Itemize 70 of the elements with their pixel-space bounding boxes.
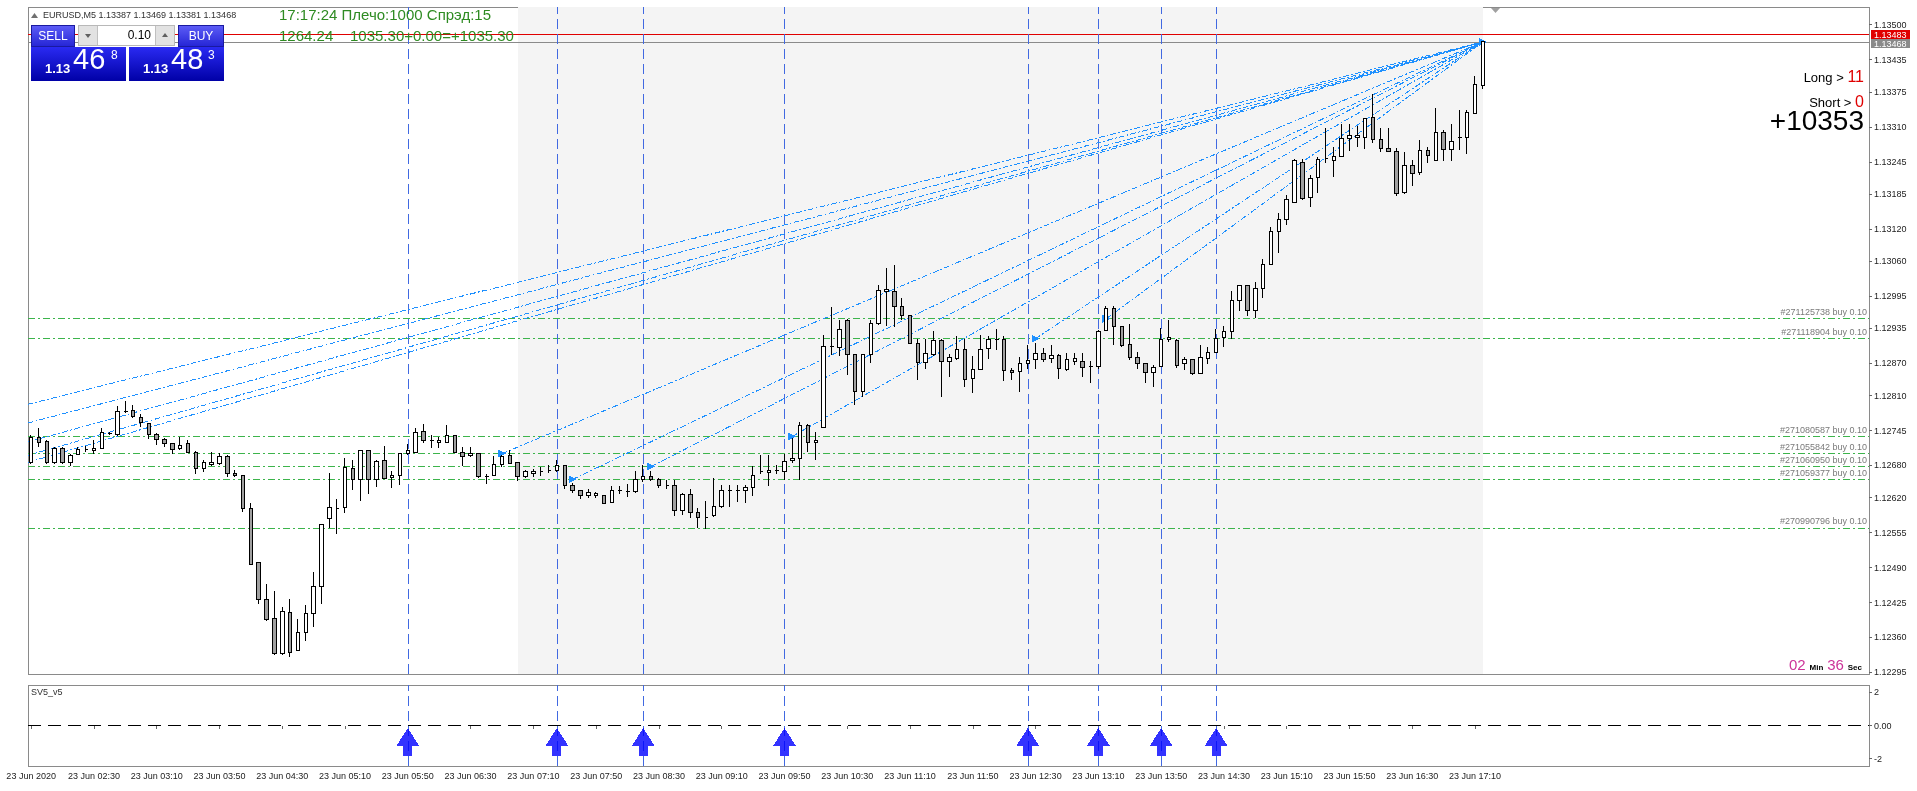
x-tick-label: 23 Jun 09:10	[695, 770, 748, 781]
x-tick-label: 23 Jun 03:50	[193, 770, 246, 781]
annotation: 17:17:24 Плечо:1000 Спрэд:15	[279, 6, 492, 23]
y-tick-label: 1.12870	[1874, 358, 1907, 369]
annotation: 02 Min 36 Sec	[1788, 656, 1862, 673]
y-tick-label: 1.12295	[1874, 667, 1907, 678]
y-tick-label: 1.12995	[1874, 291, 1907, 302]
annotation: 8	[111, 48, 118, 62]
y-tick-label: 1.13375	[1874, 86, 1907, 97]
x-tick-label: 23 Jun 09:50	[758, 770, 811, 781]
y-tick-label: 1.12360	[1874, 632, 1907, 643]
y-tick-label: 1.13185	[1874, 189, 1907, 200]
chart-title: EURUSD,M5 1.13387 1.13469 1.13381 1.13468	[43, 9, 237, 20]
ref-line-label: #271125738 buy 0.10	[1780, 307, 1867, 318]
x-tick-label: 23 Jun 13:50	[1135, 770, 1188, 781]
y-tick-label: 1.12680	[1874, 460, 1907, 471]
x-tick-label: 23 Jun 07:50	[570, 770, 623, 781]
annotation: Long > 11	[1803, 68, 1864, 87]
ref-line-label: #271060950 buy 0.10	[1779, 455, 1867, 466]
x-tick-label: 23 Jun 13:10	[1072, 770, 1125, 781]
x-tick-label: 23 Jun 12:30	[1009, 770, 1062, 781]
y-tick-label: 2	[1874, 687, 1880, 698]
ref-line-label: 1.13468	[1874, 38, 1907, 49]
y-tick-label: 1.12810	[1874, 390, 1907, 401]
ref-line-label: #271118904 buy 0.10	[1781, 327, 1867, 338]
y-tick-label: 1.13435	[1874, 54, 1907, 65]
y-tick-label: 0.00	[1874, 720, 1892, 731]
sell-button: SELL	[31, 25, 75, 47]
ref-line-label: #271055842 buy 0.10	[1779, 442, 1867, 453]
y-tick-label: 1.12935	[1874, 323, 1907, 334]
annotation: 3	[208, 48, 215, 62]
ref-line-label: #270990796 buy 0.10	[1779, 516, 1867, 527]
y-tick-label: 1.13120	[1874, 223, 1907, 234]
ref-line-label: #271080587 buy 0.10	[1779, 424, 1867, 435]
x-tick-label: 23 Jun 17:10	[1449, 770, 1502, 781]
x-tick-label: 23 Jun 06:30	[444, 770, 497, 781]
annotation: Short > 0	[1809, 93, 1864, 111]
y-tick-label: 1.12490	[1874, 562, 1907, 573]
x-tick-label: 23 Jun 2020	[6, 770, 56, 781]
x-tick-label: 23 Jun 14:30	[1197, 770, 1250, 781]
y-tick-label: 1.12555	[1874, 527, 1907, 538]
y-tick-label: 1.12425	[1874, 597, 1907, 608]
y-tick-label: 1.13245	[1874, 156, 1907, 167]
x-tick-label: 23 Jun 15:10	[1260, 770, 1313, 781]
y-tick-label: 1.12620	[1874, 492, 1907, 503]
y-tick-label: 1.13310	[1874, 121, 1907, 132]
x-tick-label: 23 Jun 05:10	[319, 770, 372, 781]
y-tick-label: 1.12745	[1874, 425, 1907, 436]
ref-line-label: #271059377 buy 0.10	[1779, 467, 1867, 478]
annotation: 1.13	[143, 61, 169, 76]
x-tick-label: 23 Jun 02:30	[67, 770, 120, 781]
chart-title: SV5_v5	[31, 686, 63, 697]
buy-button: BUY	[178, 25, 224, 47]
annotation: 0.10	[127, 28, 151, 42]
x-tick-label: 23 Jun 11:50	[947, 770, 999, 781]
annotation: 1.13	[45, 61, 71, 76]
ref-line-label: 1.13483	[1874, 29, 1907, 40]
x-tick-label: 23 Jun 11:10	[884, 770, 936, 781]
x-tick-label: 23 Jun 08:30	[632, 770, 685, 781]
x-tick-label: 23 Jun 10:30	[821, 770, 874, 781]
x-tick-label: 23 Jun 03:10	[130, 770, 183, 781]
y-tick-label: 1.13500	[1874, 19, 1907, 30]
y-tick-label: -2	[1874, 753, 1883, 764]
x-tick-label: 23 Jun 07:10	[507, 770, 560, 781]
x-tick-label: 23 Jun 05:50	[381, 770, 434, 781]
lot-size-field: 0.10	[78, 25, 175, 46]
x-tick-label: 23 Jun 15:50	[1323, 770, 1376, 781]
y-tick-label: 1.13060	[1874, 256, 1907, 267]
x-tick-label: 23 Jun 04:30	[256, 770, 309, 781]
x-tick-label: 23 Jun 16:30	[1386, 770, 1439, 781]
